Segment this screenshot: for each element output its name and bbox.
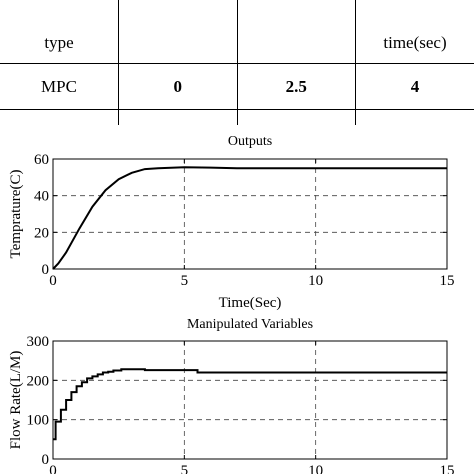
y-axis-label: Temprature(C) — [8, 170, 24, 259]
x-tick-label: 5 — [181, 273, 189, 289]
table-cell: 17.2 — [118, 109, 238, 125]
table-cell-type: MPC — [0, 63, 119, 110]
table-cell: 0 — [118, 63, 238, 110]
y-tick-label: 0 — [42, 452, 50, 468]
x-tick-label: 5 — [181, 463, 189, 474]
y-tick-label: 40 — [34, 189, 49, 205]
table-row-pi: PI 17.2 8 20 — [0, 109, 474, 125]
y-axis-label: Flow Rate(L/M) — [8, 351, 24, 450]
comparison-table-container: type time(sec) MPC 0 2.5 4 PI 17.2 8 20 — [0, 0, 474, 125]
y-tick-label: 0 — [42, 262, 50, 278]
y-tick-label: 20 — [34, 225, 49, 241]
header-cell — [118, 0, 238, 64]
series-line — [52, 166, 447, 270]
y-tick-label: 200 — [27, 373, 50, 389]
table-cell: 20 — [355, 109, 474, 125]
comparison-table: type time(sec) MPC 0 2.5 4 PI 17.2 8 20 — [0, 0, 474, 125]
charts-figure: 0 5 10 15 0 20 40 60 Outputs Time(Sec) Temprature(… — [8, 134, 455, 474]
x-tick-label: 10 — [308, 273, 323, 289]
table-cell: 8 — [236, 109, 356, 125]
header-cell-line2: time(sec) — [383, 33, 447, 52]
x-tick-label: 10 — [308, 463, 323, 474]
table-cell: 4 — [355, 63, 474, 110]
header-cell: time(sec) — [355, 0, 474, 64]
x-axis-label: Time(Sec) — [219, 295, 282, 311]
x-tick-label: 0 — [49, 273, 57, 289]
header-cell-line2: type — [44, 33, 74, 52]
y-tick-label: 60 — [34, 152, 49, 168]
table-header-row: type time(sec) — [0, 0, 474, 64]
series-line — [53, 368, 447, 441]
x-tick-label: 15 — [440, 273, 455, 289]
table-row-mpc: MPC 0 2.5 4 — [0, 63, 474, 110]
x-tick-label: 0 — [49, 463, 57, 474]
y-tick-label: 100 — [27, 413, 50, 429]
plot-frame — [52, 340, 448, 460]
header-cell — [236, 0, 356, 64]
chart-title: Outputs — [228, 134, 272, 149]
table-cell: 2.5 — [236, 63, 356, 110]
header-cell: type — [0, 0, 119, 64]
x-tick-label: 15 — [440, 463, 455, 474]
chart-title: Manipulated Variables — [187, 317, 313, 332]
plot-frame — [52, 158, 448, 270]
table-cell-type: PI — [0, 109, 119, 125]
y-tick-label: 300 — [27, 334, 50, 350]
